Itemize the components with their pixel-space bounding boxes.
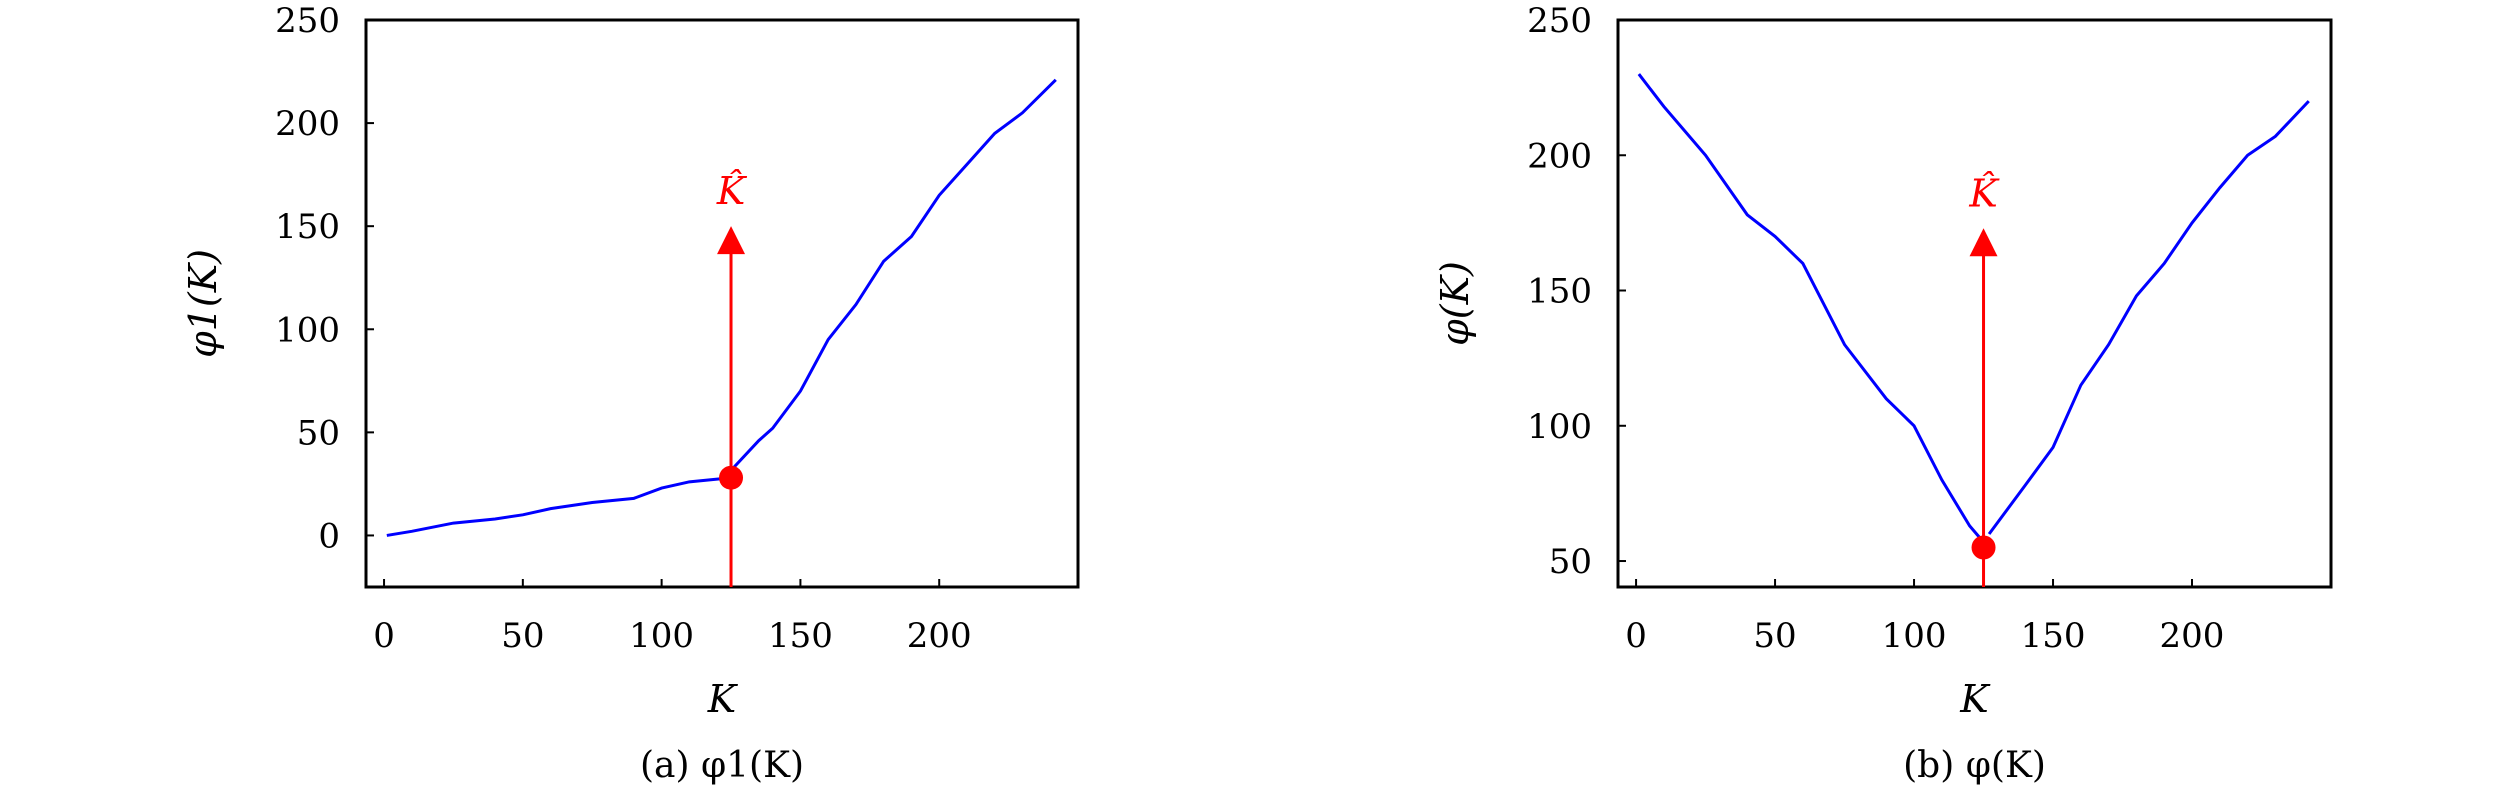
data-line [732,78,1057,469]
x-tick-label: 200 [907,616,972,656]
khat-label: K̂ [1968,171,2000,215]
x-axis-label: K [707,677,739,721]
x-tick-label: 100 [629,616,694,656]
caption: (a) φ1(K) [640,745,804,786]
y-tick-label: 50 [297,413,340,453]
y-tick-label: 100 [275,310,340,350]
khat-label: K̂ [716,169,748,213]
data-line [1987,100,2310,535]
y-tick-label: 250 [275,1,340,41]
x-tick-label: 100 [1882,616,1947,656]
data-line [1637,73,1985,544]
khat-marker [1971,535,1996,560]
chart-b: 0 50 100 150 200 50 100 150 200 250 Kφ(K) (b) φ(K) K… [1433,1,2333,786]
caption: (b) φ(K) [1903,745,2046,786]
x-tick-label: 150 [2021,616,2086,656]
plot-frame [364,18,1080,589]
y-tick-label: 0 [318,516,340,556]
khat-marker [719,465,744,490]
y-tick-label: 150 [275,207,340,247]
x-tick-label: 50 [501,616,544,656]
y-axis-label: φ1(K) [181,249,225,358]
y-tick-label: 50 [1549,542,1592,582]
x-tick-label: 50 [1753,616,1796,656]
x-axis-label: K [1959,677,1991,721]
y-tick-label: 150 [1527,272,1592,312]
data-line [386,476,732,537]
y-axis-label: φ(K) [1433,261,1477,346]
y-tick-label: 250 [1527,1,1592,41]
y-tick-label: 100 [1527,407,1592,447]
x-tick-label: 0 [1625,616,1647,656]
x-tick-label: 150 [768,616,833,656]
y-tick-label: 200 [1527,136,1592,176]
x-tick-label: 200 [2160,616,2225,656]
x-tick-label: 0 [373,616,395,656]
y-tick-label: 200 [275,104,340,144]
plot-frame [1616,18,2333,589]
khat-arrow-head [717,226,746,255]
chart-a: 0 50 100 150 200 0 50 100 150 200 250 Kφ1(K) (a) φ1(… [181,1,1080,786]
khat-arrow-head [1969,228,1998,257]
